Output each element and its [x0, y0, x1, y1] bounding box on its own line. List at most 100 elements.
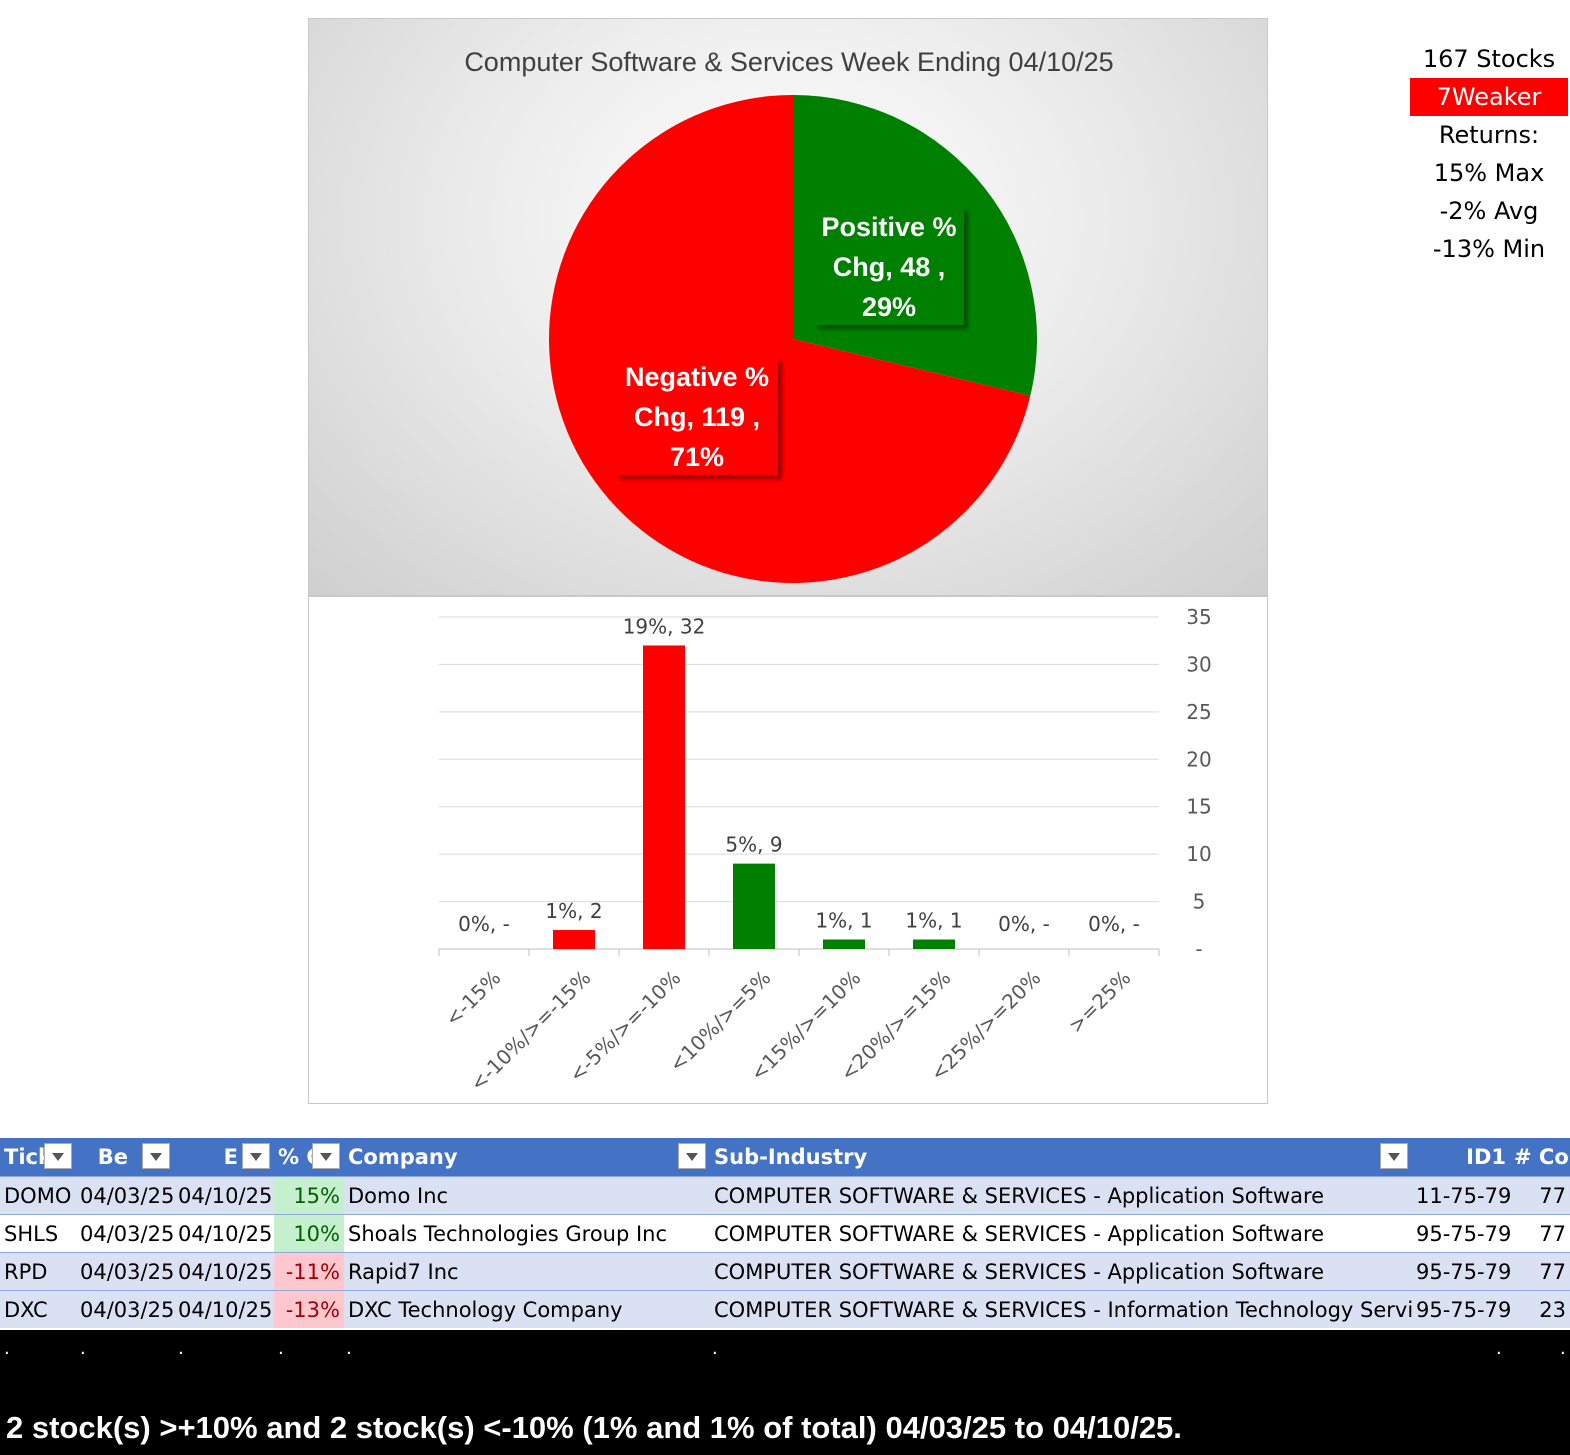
weaker-badge: 7Weaker — [1410, 78, 1568, 116]
filter-dropdown-icon[interactable] — [142, 1143, 170, 1169]
cell-num-cos: 77 — [1510, 1214, 1570, 1253]
footer-summary: 2 stock(s) >+10% and 2 stock(s) <-10% (1… — [6, 1410, 1182, 1445]
returns-label: Returns: — [1438, 121, 1540, 149]
cell-begin-date: 04/03/25 — [76, 1290, 174, 1328]
bar — [553, 930, 595, 949]
stock-count: 167 Stocks — [1422, 45, 1556, 73]
bar — [643, 645, 685, 949]
bar-data-label: 5%, 9 — [725, 833, 782, 857]
y-tick-label: 5 — [1193, 890, 1206, 914]
table-row: RPD 04/03/25 04/10/25 -11% Rapid7 Inc CO… — [0, 1252, 1570, 1291]
bar — [823, 939, 865, 949]
header-id1[interactable]: ID1 — [1412, 1138, 1510, 1177]
cell-company: Rapid7 Inc — [344, 1252, 710, 1291]
pie-data-label: 71% — [670, 442, 724, 472]
cell-ticker: DXC — [0, 1290, 76, 1328]
dot: . — [346, 1338, 352, 1359]
cell-num-cos: 23 — [1510, 1290, 1570, 1328]
cell-sub-industry: COMPUTER SOFTWARE & SERVICES - Applicati… — [710, 1176, 1412, 1215]
y-tick-label: - — [1195, 937, 1202, 961]
table-header-row: Tick Be E % C Company Sub-Industry ID1 #… — [0, 1138, 1570, 1177]
pie-chart-title: Computer Software & Services Week Ending… — [464, 47, 1113, 77]
bar-chart: 0%, - 1%, 2 19%, 32 5%, 9 1%, 1 1%, 1 0%, - 0%,… — [438, 605, 1212, 1096]
dot: . — [178, 1338, 184, 1359]
cell-end-date: 04/10/25 — [174, 1176, 274, 1215]
cell-begin-date: 04/03/25 — [76, 1176, 174, 1215]
cell-ticker: DOMO — [0, 1176, 76, 1215]
dot: . — [1496, 1338, 1502, 1359]
y-tick-label: 20 — [1186, 747, 1211, 771]
pie-data-label: 29% — [862, 292, 916, 322]
min-return: -13% Min — [1432, 235, 1546, 263]
bar-data-label: 0%, - — [998, 912, 1050, 936]
header-ticker[interactable]: Tick — [0, 1138, 76, 1177]
bar-data-label: 1%, 2 — [545, 899, 602, 923]
cell-company: Shoals Technologies Group Inc — [344, 1214, 710, 1253]
y-tick-label: 35 — [1186, 605, 1211, 629]
dot: . — [80, 1338, 86, 1359]
pie-label-box — [616, 357, 778, 475]
y-tick-label: 10 — [1186, 842, 1211, 866]
filter-dropdown-icon[interactable] — [678, 1143, 706, 1169]
dot: . — [1560, 1338, 1566, 1359]
bar-data-label: 1%, 1 — [815, 909, 872, 933]
bar-data-label: 1%, 1 — [905, 909, 962, 933]
table-row: SHLS 04/03/25 04/10/25 10% Shoals Techno… — [0, 1214, 1570, 1253]
cell-sub-industry: COMPUTER SOFTWARE & SERVICES - Applicati… — [710, 1214, 1412, 1253]
filter-dropdown-icon[interactable] — [242, 1143, 270, 1169]
pie-chart: Computer Software & Services Week Ending… — [464, 47, 1114, 583]
avg-return: -2% Avg — [1439, 197, 1539, 225]
table-row: DOMO 04/03/25 04/10/25 15% Domo Inc COMP… — [0, 1176, 1570, 1215]
header-company[interactable]: Company — [344, 1138, 710, 1177]
pie-chart-panel: Computer Software & Services Week Ending… — [308, 18, 1268, 596]
cell-id1: 95-75-79 — [1412, 1290, 1510, 1328]
cell-end-date: 04/10/25 — [174, 1252, 274, 1291]
dot: . — [278, 1338, 284, 1359]
cell-id1: 95-75-79 — [1412, 1252, 1510, 1291]
dot: . — [4, 1338, 10, 1359]
header-begin-date[interactable]: Be — [76, 1138, 174, 1177]
cell-end-date: 04/10/25 — [174, 1290, 274, 1328]
cell-begin-date: 04/03/25 — [76, 1214, 174, 1253]
pie-data-label: Chg, 48 , — [833, 252, 946, 282]
cell-pct-change: -11% — [274, 1252, 344, 1291]
bar-data-label: 0%, - — [1088, 912, 1140, 936]
cell-sub-industry: COMPUTER SOFTWARE & SERVICES - Applicati… — [710, 1252, 1412, 1291]
cell-num-cos: 77 — [1510, 1176, 1570, 1215]
pie-data-label: Negative % — [625, 362, 769, 392]
cell-pct-change: 15% — [274, 1176, 344, 1215]
pie-label-box — [814, 207, 964, 325]
max-return: 15% Max — [1433, 159, 1545, 187]
cell-id1: 11-75-79 — [1412, 1176, 1510, 1215]
cell-pct-change: 10% — [274, 1214, 344, 1253]
header-pct-change[interactable]: % C — [274, 1138, 344, 1177]
bar-data-label: 19%, 32 — [623, 614, 706, 638]
dot: . — [712, 1338, 718, 1359]
filter-dropdown-icon[interactable] — [312, 1143, 340, 1169]
filter-dropdown-icon[interactable] — [44, 1143, 72, 1169]
cell-ticker: SHLS — [0, 1214, 76, 1253]
x-tick-label: <-15% — [440, 966, 505, 1031]
x-tick-label: >=25% — [1063, 966, 1135, 1038]
pie-data-label: Positive % — [821, 212, 956, 242]
stats-panel: 167 Stocks 7Weaker Returns: 15% Max -2% … — [1410, 40, 1568, 268]
bar-chart-panel: 0%, - 1%, 2 19%, 32 5%, 9 1%, 1 1%, 1 0%, - 0%,… — [308, 596, 1268, 1104]
table-row: DXC 04/03/25 04/10/25 -13% DXC Technolog… — [0, 1290, 1570, 1328]
cell-begin-date: 04/03/25 — [76, 1252, 174, 1291]
header-sub-industry[interactable]: Sub-Industry — [710, 1138, 1412, 1177]
footer-bar: . . . . . . . . 2 stock(s) >+10% and 2 s… — [0, 1330, 1570, 1455]
cell-ticker: RPD — [0, 1252, 76, 1291]
filter-dropdown-icon[interactable] — [1380, 1143, 1408, 1169]
header-end-date[interactable]: E — [174, 1138, 274, 1177]
pie-data-label: Chg, 119 , — [634, 402, 760, 432]
cell-sub-industry: COMPUTER SOFTWARE & SERVICES - Informati… — [710, 1290, 1412, 1328]
bar — [913, 939, 955, 949]
bar-data-label: 0%, - — [458, 912, 510, 936]
y-tick-label: 15 — [1186, 795, 1211, 819]
cell-num-cos: 77 — [1510, 1252, 1570, 1291]
header-num-cos[interactable]: # Cos — [1510, 1138, 1570, 1177]
y-tick-label: 25 — [1186, 700, 1211, 724]
bar — [733, 863, 775, 949]
cell-end-date: 04/10/25 — [174, 1214, 274, 1253]
stock-table: Tick Be E % C Company Sub-Industry ID1 #… — [0, 1138, 1570, 1328]
